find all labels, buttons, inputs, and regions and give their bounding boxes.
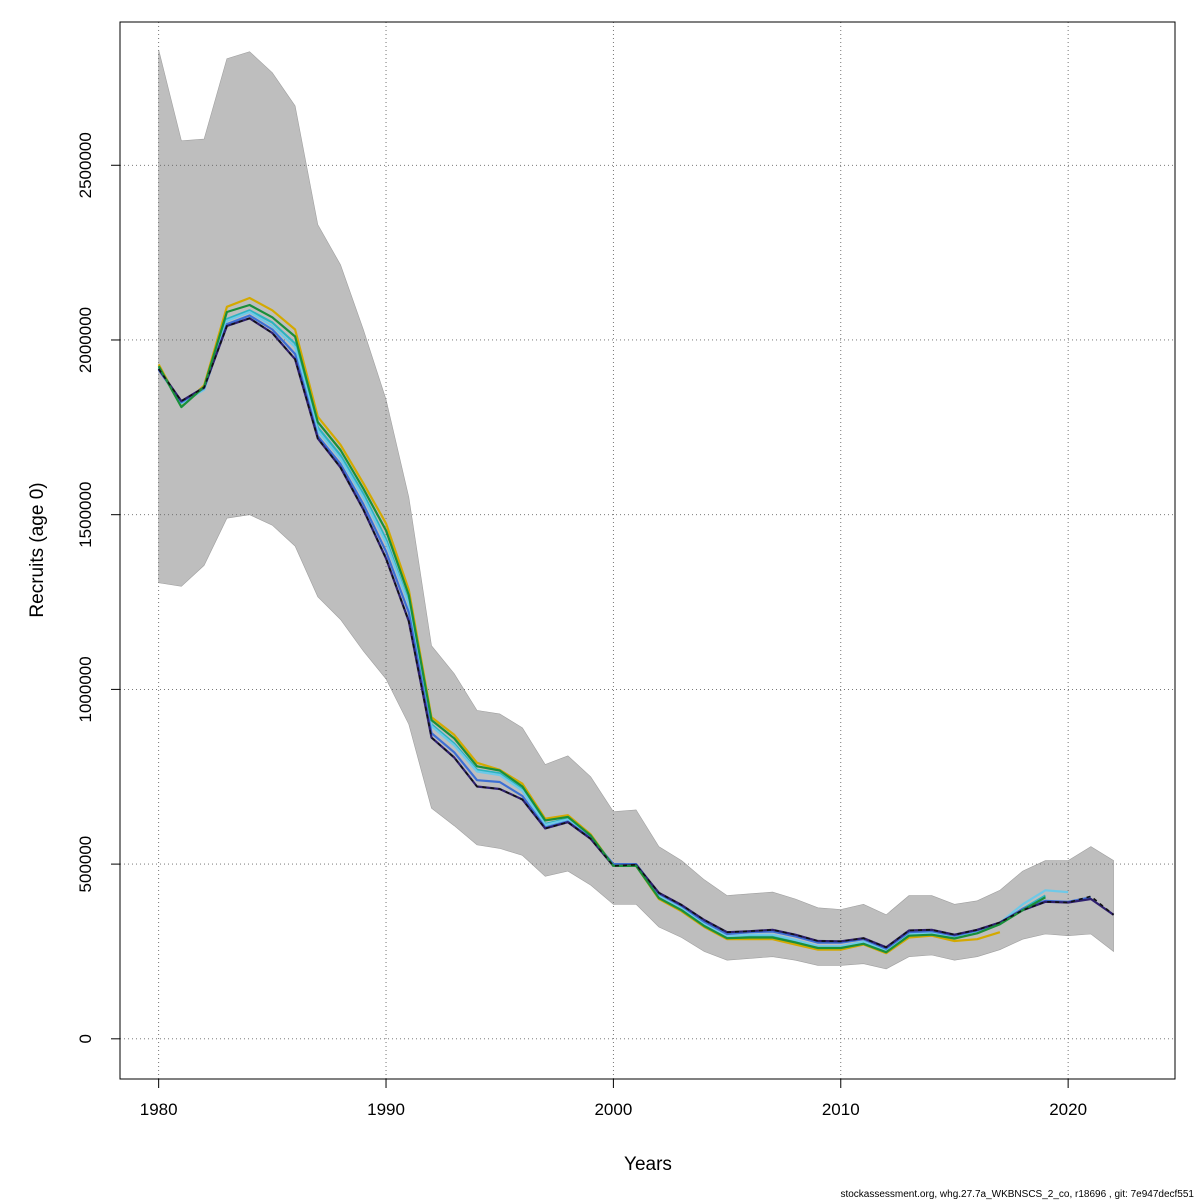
y-tick-label: 2000000	[76, 307, 95, 373]
series-line-6	[157, 303, 1046, 954]
footer-note: stockassessment.org, whg.27.7a_WKBNSCS_2…	[840, 1189, 1194, 1200]
x-tick-label: 1980	[140, 1100, 178, 1119]
x-tick-label: 2020	[1049, 1100, 1087, 1119]
y-tick-label: 1500000	[76, 482, 95, 548]
series-layer	[157, 296, 1115, 955]
confidence-band-layer	[158, 49, 1114, 970]
y-tick-label: 1000000	[76, 656, 95, 722]
x-axis: 1980 1990 2000 2010 2020	[140, 1078, 1087, 1119]
confidence-band	[158, 49, 1114, 970]
x-axis-title: Years	[624, 1154, 672, 1175]
x-tick-label: 1990	[367, 1100, 405, 1119]
y-tick-label: 500000	[76, 836, 95, 893]
x-tick-label: 2000	[594, 1100, 632, 1119]
series-line-7	[158, 317, 1115, 949]
y-axis-title: Recruits (age 0)	[27, 482, 48, 617]
x-tick-label: 2010	[822, 1100, 860, 1119]
y-tick-label: 0	[76, 1034, 95, 1043]
y-axis: 0 500000 1000000 1500000 2000000 2500000	[76, 132, 121, 1044]
y-tick-label: 2500000	[76, 132, 95, 198]
